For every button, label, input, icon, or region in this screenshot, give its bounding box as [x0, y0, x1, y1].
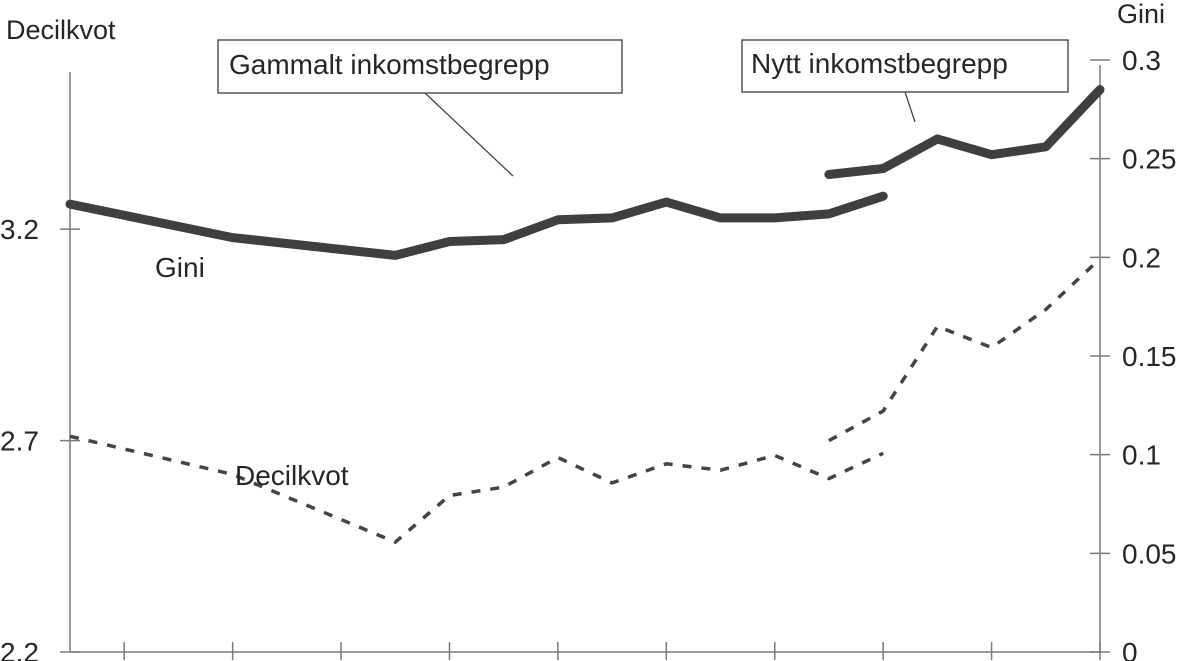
- gini-line-segment-1: [65, 191, 888, 260]
- gini-series-label: Gini: [155, 252, 205, 283]
- left-axis-tick-label: 3.2: [0, 214, 39, 245]
- old-concept-annotation: Gammalt inkomstbegrepp: [229, 49, 550, 80]
- new-concept-annotation: Nytt inkomstbegrepp: [751, 48, 1008, 79]
- right-axis-tick-label: 0.15: [1122, 341, 1177, 372]
- decilkvot-line-segment-2: [828, 257, 1102, 443]
- decilkvot-series-label: Decilkvot: [235, 460, 349, 491]
- x-axis-ticks: [123, 642, 1101, 660]
- right-axis-tick-label: 0.25: [1122, 144, 1177, 175]
- new-concept-leader-line: [904, 91, 916, 123]
- right-axis-ticks: 0 0.05 0.1 0.15 0.2 0.25 0.3: [1090, 45, 1177, 661]
- right-axis-tick-label: 0: [1122, 637, 1138, 661]
- left-axis-tick-label: 2.2: [0, 637, 39, 661]
- left-axis-ticks: 2.2 2.7 3.2: [0, 214, 80, 661]
- new-concept-annotation-box: [741, 39, 1069, 93]
- old-concept-annotation-box: [217, 39, 623, 94]
- right-axis-tick-label: 0.05: [1122, 538, 1177, 569]
- series-layer: [65, 85, 1105, 545]
- gini-line-segment-2: [824, 85, 1105, 179]
- right-axis-tick-label: 0.2: [1122, 242, 1161, 273]
- old-concept-leader-line: [424, 92, 514, 177]
- left-axis-tick-label: 2.7: [0, 426, 39, 457]
- right-axis-tick-label: 0.3: [1122, 45, 1161, 76]
- right-axis-tick-label: 0.1: [1122, 440, 1161, 471]
- right-axis-title: Gini: [1117, 0, 1165, 29]
- decilkvot-line-segment-1: [69, 434, 884, 545]
- left-axis-title: Decilkvot: [6, 15, 116, 45]
